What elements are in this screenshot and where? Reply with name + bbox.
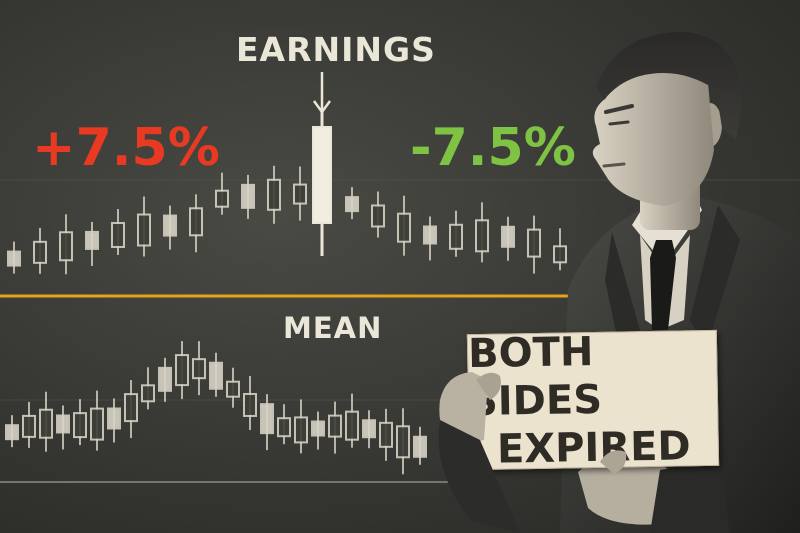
upper-candle-left-6 <box>163 205 177 250</box>
sleeve-right <box>650 460 730 533</box>
upper-candle-left-2 <box>59 214 73 275</box>
upper-candle-right-5 <box>475 202 489 263</box>
upper-candle-left-7 <box>189 194 203 253</box>
upper-candle-left-1 <box>33 227 47 274</box>
sign-line-2: EXPIRED <box>496 423 692 473</box>
lower-candle-15 <box>260 394 274 451</box>
upper-candle-right-3 <box>423 216 437 261</box>
upper-candles <box>7 165 567 275</box>
lower-candle-13 <box>226 367 240 408</box>
upper-candle-right-0 <box>345 187 359 220</box>
lower-candle-12 <box>209 352 223 397</box>
upper-candle-right-7 <box>527 215 541 274</box>
upper-candle-left-10 <box>267 165 281 224</box>
lower-candle-16 <box>277 404 291 445</box>
lower-candle-14 <box>243 375 257 430</box>
lower-candle-2 <box>39 391 53 452</box>
eye <box>608 120 630 126</box>
upper-candle-right-4 <box>449 210 463 257</box>
upper-candle-left-5 <box>137 196 151 257</box>
sign-line-1: BOTH SIDES <box>467 328 603 426</box>
upper-candle-left-8 <box>215 172 229 215</box>
upper-candle-left-9 <box>241 174 255 219</box>
lower-candle-0 <box>5 415 19 448</box>
lower-candle-11 <box>192 341 206 396</box>
face <box>592 64 714 206</box>
suit-lapel-right <box>690 205 740 350</box>
upper-candle-right-6 <box>501 216 515 261</box>
upper-candle-right-1 <box>371 191 385 238</box>
lower-candle-1 <box>22 401 36 448</box>
lower-candle-3 <box>56 405 70 450</box>
hair <box>596 31 742 141</box>
down-move-label: -7.5% <box>410 118 576 178</box>
lower-candle-20 <box>345 393 359 448</box>
upper-candle-left-0 <box>7 241 21 274</box>
lower-candle-7 <box>124 380 138 439</box>
upper-candle-right-2 <box>397 195 411 256</box>
lower-candle-21 <box>362 410 376 449</box>
upper-candle-left-4 <box>111 208 125 255</box>
eyebrow <box>604 104 634 114</box>
lower-candle-19 <box>328 401 342 454</box>
lower-candle-17 <box>294 399 308 454</box>
upper-candle-left-3 <box>85 221 99 266</box>
lower-candle-8 <box>141 367 155 410</box>
lower-candle-9 <box>158 357 172 402</box>
lower-candle-22 <box>379 408 393 461</box>
earnings-candle <box>312 112 332 256</box>
lower-candle-24 <box>413 426 427 465</box>
lower-candle-6 <box>107 398 121 443</box>
lower-candle-23 <box>396 408 410 475</box>
sign-card: BOTH SIDES EXPIRED <box>466 329 720 473</box>
lower-candle-18 <box>311 411 325 450</box>
mouth <box>602 162 626 168</box>
lower-candle-4 <box>73 399 87 446</box>
lower-candle-5 <box>90 390 104 451</box>
mean-label: MEAN <box>283 311 383 345</box>
upper-candle-right-8 <box>553 228 567 271</box>
necktie <box>650 240 676 330</box>
lower-candles <box>5 341 427 475</box>
up-move-label: +7.5% <box>32 118 220 178</box>
suit-lapel-left <box>605 232 640 360</box>
lower-candle-10 <box>175 341 189 400</box>
upper-candle-left-11 <box>293 166 307 221</box>
earnings-label: EARNINGS <box>236 30 436 69</box>
